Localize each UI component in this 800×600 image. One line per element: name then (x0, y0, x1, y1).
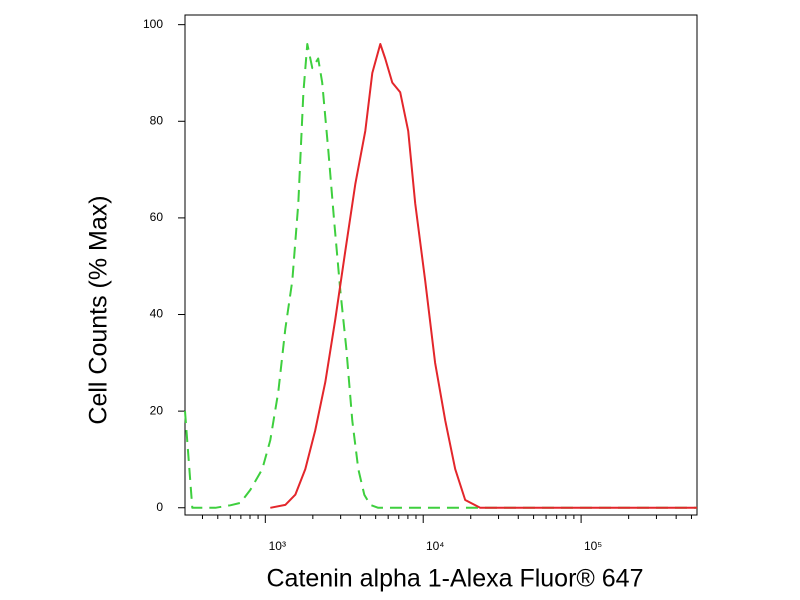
x-tick-label: 10⁵ (584, 539, 602, 553)
x-axis-title: Catenin alpha 1-Alexa Fluor® 647 (267, 565, 644, 593)
y-axis-title: Cell Counts (% Max) (85, 195, 113, 424)
x-tick-label: 10⁴ (426, 539, 445, 553)
y-tick-label: 80 (150, 113, 164, 127)
y-tick-label: 60 (150, 210, 164, 224)
x-tick-label: 10³ (269, 539, 286, 553)
series-line (184, 43, 697, 509)
y-tick-label: 100 (143, 17, 163, 31)
y-tick-label: 20 (150, 403, 164, 417)
y-tick-label: 40 (150, 307, 164, 321)
series-line (270, 43, 697, 509)
y-tick-label: 0 (156, 500, 163, 514)
plot-frame (184, 14, 698, 516)
